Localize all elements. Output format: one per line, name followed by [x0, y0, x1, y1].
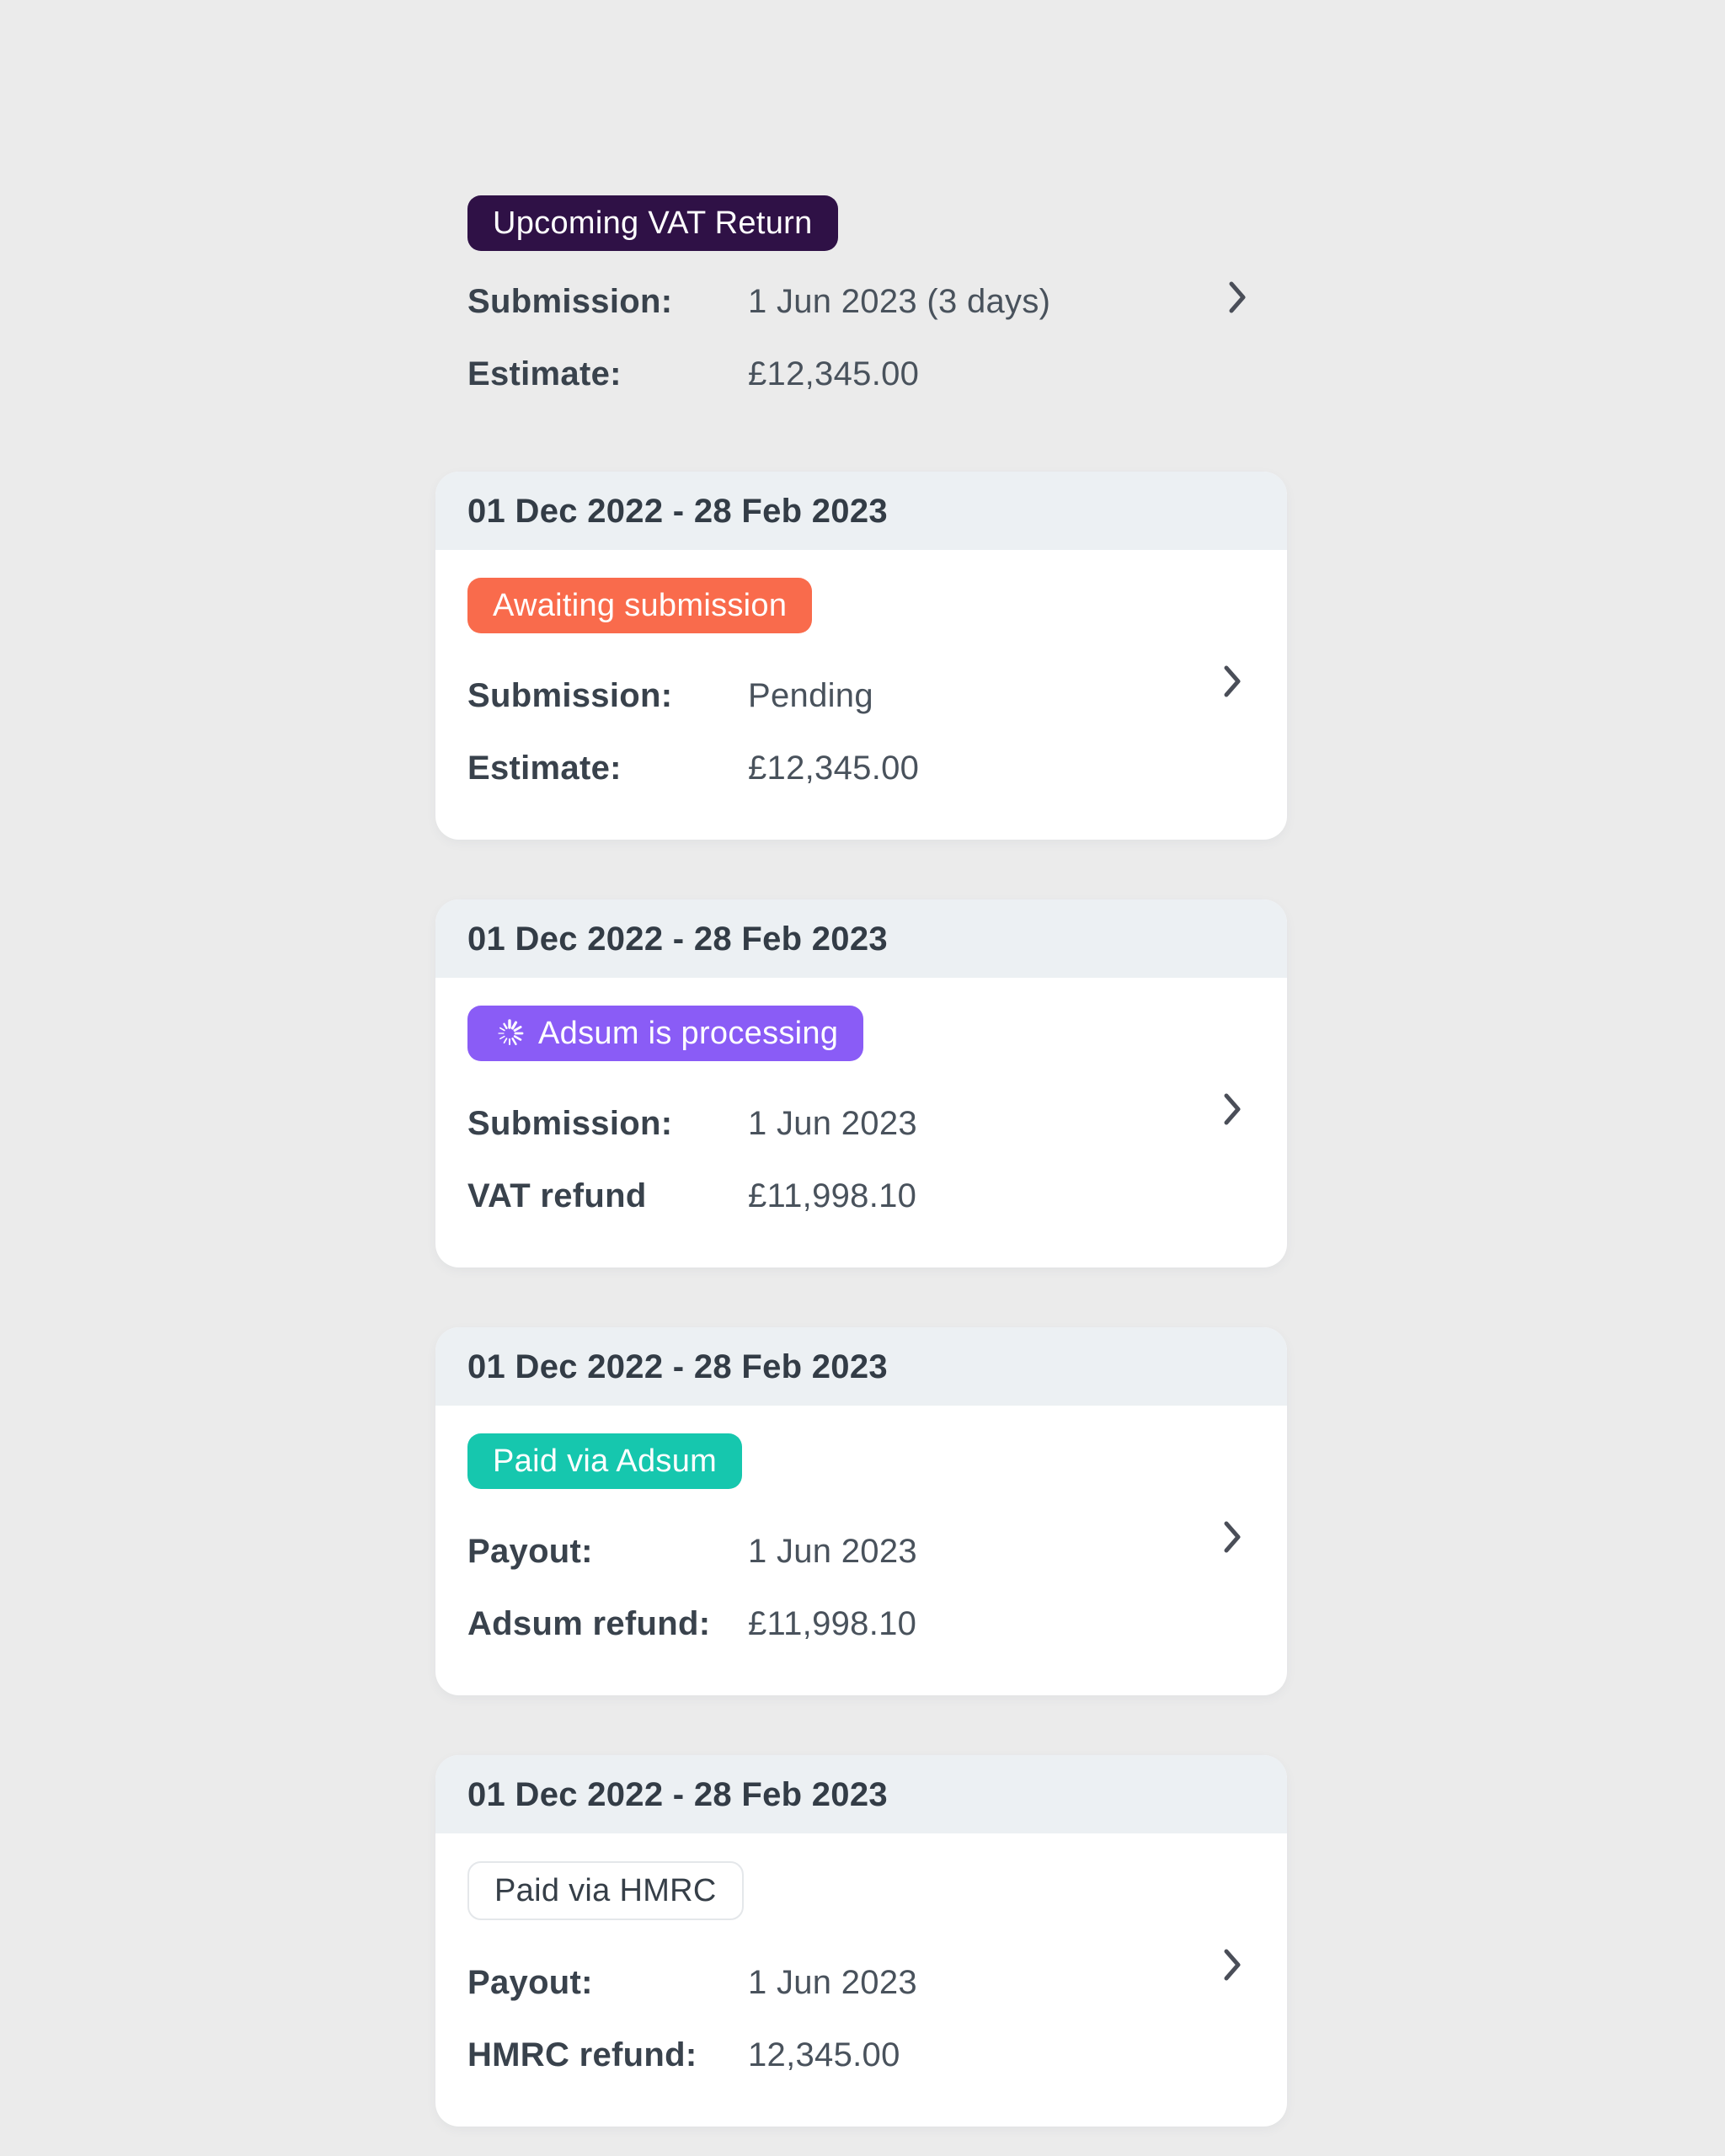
card-period-header: 01 Dec 2022 - 28 Feb 2023 [435, 1327, 1287, 1406]
adsum-refund-value: £11,998.10 [748, 1605, 917, 1642]
vat-return-card-paid-hmrc[interactable]: 01 Dec 2022 - 28 Feb 2023 Paid via HMRC … [435, 1755, 1287, 2127]
chevron-right-icon[interactable] [1220, 1519, 1245, 1555]
hmrc-refund-label: HMRC refund: [467, 2036, 697, 2073]
submission-label: Submission: [467, 283, 673, 320]
submission-label: Submission: [467, 1105, 673, 1142]
period-label: 01 Dec 2022 - 28 Feb 2023 [467, 1348, 888, 1385]
payout-value: 1 Jun 2023 [748, 1533, 917, 1570]
card-period-header: 01 Dec 2022 - 28 Feb 2023 [435, 472, 1287, 550]
card-period-header: 01 Dec 2022 - 28 Feb 2023 [435, 1755, 1287, 1833]
submission-value: Pending [748, 677, 873, 714]
spinner-icon [498, 1019, 524, 1046]
hmrc-refund-value: 12,345.00 [748, 2036, 900, 2073]
estimate-label: Estimate: [467, 355, 622, 392]
estimate-row: Estimate: £12,345.00 [467, 748, 1255, 788]
chevron-right-icon[interactable] [1220, 664, 1245, 699]
estimate-value: £12,345.00 [748, 355, 920, 392]
estimate-value: £12,345.00 [748, 750, 920, 787]
status-badge-awaiting-submission: Awaiting submission [467, 578, 813, 633]
chevron-right-icon[interactable] [1220, 1947, 1245, 1983]
vat-refund-value: £11,998.10 [748, 1177, 917, 1214]
submission-value: 1 Jun 2023 (3 days) [748, 283, 1051, 320]
status-label: Adsum is processing [538, 1016, 839, 1051]
upcoming-vat-return-badge: Upcoming VAT Return [467, 195, 838, 251]
upcoming-estimate-row: Estimate: £12,345.00 [467, 354, 1287, 394]
chevron-right-icon[interactable] [1225, 280, 1250, 315]
payout-row: Payout: 1 Jun 2023 [467, 1531, 1255, 1572]
payout-label: Payout: [467, 1964, 593, 2001]
card-period-header: 01 Dec 2022 - 28 Feb 2023 [435, 899, 1287, 978]
payout-label: Payout: [467, 1533, 593, 1570]
status-label: Awaiting submission [493, 588, 788, 623]
upcoming-submission-row: Submission: 1 Jun 2023 (3 days) [467, 281, 1287, 322]
submission-value: 1 Jun 2023 [748, 1105, 917, 1142]
status-badge-adsum-processing: Adsum is processing [467, 1006, 864, 1061]
status-label: Paid via Adsum [493, 1444, 718, 1479]
vat-refund-label: VAT refund [467, 1177, 647, 1214]
card-body: Awaiting submission Submission: Pending … [435, 550, 1287, 840]
payout-row: Payout: 1 Jun 2023 [467, 1962, 1255, 2003]
upcoming-badge-label: Upcoming VAT Return [493, 205, 813, 241]
content-column: Upcoming VAT Return Submission: 1 Jun 20… [435, 0, 1287, 2127]
card-body: Paid via Adsum Payout: 1 Jun 2023 Adsum … [435, 1406, 1287, 1695]
status-badge-paid-via-adsum: Paid via Adsum [467, 1433, 743, 1489]
vat-refund-row: VAT refund £11,998.10 [467, 1176, 1255, 1216]
vat-return-card-awaiting[interactable]: 01 Dec 2022 - 28 Feb 2023 Awaiting submi… [435, 472, 1287, 840]
vat-return-card-paid-adsum[interactable]: 01 Dec 2022 - 28 Feb 2023 Paid via Adsum… [435, 1327, 1287, 1695]
period-label: 01 Dec 2022 - 28 Feb 2023 [467, 920, 888, 958]
chevron-right-icon[interactable] [1220, 1091, 1245, 1127]
hmrc-refund-row: HMRC refund: 12,345.00 [467, 2035, 1255, 2075]
card-body: Adsum is processing Submission: 1 Jun 20… [435, 978, 1287, 1267]
payout-value: 1 Jun 2023 [748, 1964, 917, 2001]
upcoming-vat-return-section[interactable]: Upcoming VAT Return Submission: 1 Jun 20… [435, 195, 1287, 394]
adsum-refund-label: Adsum refund: [467, 1605, 711, 1642]
period-label: 01 Dec 2022 - 28 Feb 2023 [467, 1775, 888, 1813]
submission-label: Submission: [467, 677, 673, 714]
vat-return-card-processing[interactable]: 01 Dec 2022 - 28 Feb 2023 [435, 899, 1287, 1267]
estimate-label: Estimate: [467, 750, 622, 787]
status-badge-paid-via-hmrc: Paid via HMRC [467, 1861, 744, 1920]
card-body: Paid via HMRC Payout: 1 Jun 2023 HMRC re… [435, 1833, 1287, 2127]
adsum-refund-row: Adsum refund: £11,998.10 [467, 1604, 1255, 1644]
period-label: 01 Dec 2022 - 28 Feb 2023 [467, 492, 888, 530]
submission-row: Submission: Pending [467, 675, 1255, 716]
submission-row: Submission: 1 Jun 2023 [467, 1103, 1255, 1144]
status-label: Paid via HMRC [494, 1873, 717, 1908]
